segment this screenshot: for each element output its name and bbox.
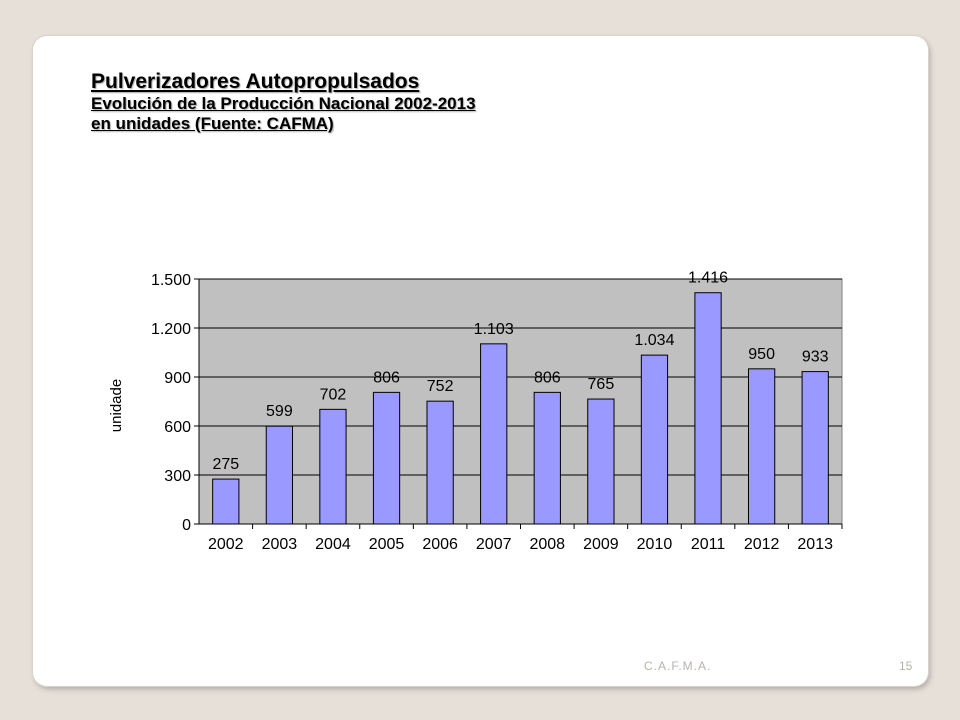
data-label: 1.034 <box>634 332 674 349</box>
bar-2003 <box>265 425 294 525</box>
bar-2013 <box>801 371 829 525</box>
y-tick-label: 1.500 <box>151 272 191 289</box>
plot-area <box>198 278 843 525</box>
page-number: 15 <box>899 659 913 673</box>
x-tick-label: 2006 <box>422 536 458 553</box>
bar-chart: 0 300 600 900 1.200 1.500 275 2002 599 2003 702 200… <box>108 270 843 553</box>
data-label: 765 <box>588 376 615 393</box>
x-tick-label: 2002 <box>208 536 244 553</box>
bar-2007 <box>480 343 508 525</box>
y-tick-label: 900 <box>164 370 191 387</box>
slide-title: Pulverizadores Autopropulsados <box>91 70 420 93</box>
x-tick-label: 2013 <box>797 536 833 553</box>
x-tick-label: 2004 <box>315 536 351 553</box>
footer-label: C.A.F.M.A. <box>644 659 712 673</box>
data-label: 806 <box>534 369 561 386</box>
data-label: 1.103 <box>474 321 514 338</box>
bar-2009 <box>587 398 615 525</box>
bar-2002 <box>212 478 240 525</box>
title-block: Pulverizadores Autopropulsados Evolución… <box>91 70 476 134</box>
data-label: 702 <box>320 386 347 403</box>
x-tick-label: 2003 <box>262 536 298 553</box>
y-tick-label: 1.200 <box>151 321 191 338</box>
data-label: 275 <box>212 456 239 473</box>
slide-subtitle-units: en unidades (Fuente: CAFMA) <box>91 114 334 133</box>
x-tick-label: 2012 <box>744 536 780 553</box>
y-tick-label: 0 <box>182 517 191 534</box>
bar-2012 <box>747 368 776 525</box>
x-tick-label: 2005 <box>369 536 405 553</box>
data-label: 950 <box>748 346 775 363</box>
bar-2006 <box>426 400 454 525</box>
data-label: 1.416 <box>688 270 728 287</box>
bar-2005 <box>372 391 401 525</box>
y-tick-label: 600 <box>164 419 191 436</box>
data-label: 806 <box>373 369 400 386</box>
y-tick-label: 300 <box>164 468 191 485</box>
slide: Pulverizadores Autopropulsados Evolución… <box>33 36 928 686</box>
x-tick-label: 2010 <box>637 536 673 553</box>
x-tick-label: 2007 <box>476 536 512 553</box>
x-tick-label: 2011 <box>691 536 726 553</box>
data-label: 933 <box>802 349 829 366</box>
x-tick-label: 2008 <box>529 536 565 553</box>
bar-2004 <box>319 408 347 525</box>
y-axis-label: unidade <box>108 379 125 432</box>
bar-2008 <box>533 391 561 525</box>
slide-subtitle: Evolución de la Producción Nacional 2002… <box>91 94 476 113</box>
data-label: 752 <box>427 378 454 395</box>
bar-2010 <box>640 354 669 525</box>
x-tick-label: 2009 <box>583 536 619 553</box>
data-label: 599 <box>266 403 293 420</box>
bar-2011 <box>694 292 722 525</box>
